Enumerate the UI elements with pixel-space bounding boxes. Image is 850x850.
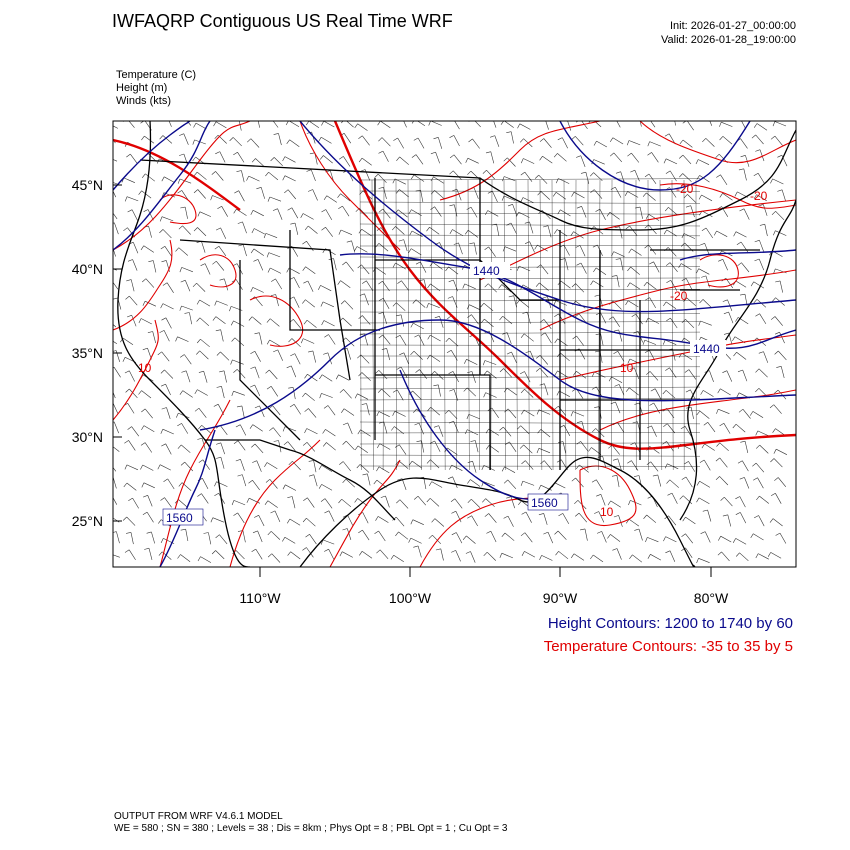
map-frame	[112, 120, 797, 568]
temperature-contour	[599, 389, 796, 431]
height-contour	[679, 249, 796, 261]
page-title: IWFAQRP Contiguous US Real Time WRF	[112, 11, 453, 31]
temperature-contour	[113, 239, 173, 331]
temperature-contour	[439, 121, 601, 201]
lat-label: 35°N	[72, 345, 103, 361]
temperature-label: 10	[600, 505, 614, 519]
temperature-contour	[329, 459, 401, 567]
height-label: 1440	[690, 340, 726, 356]
temperature-contour	[299, 121, 401, 251]
model-output-note: OUTPUT FROM WRF V4.6.1 MODEL	[114, 811, 283, 822]
coastline	[679, 199, 796, 521]
model-config-note: WE = 580 ; SN = 380 ; Levels = 38 ; Dis …	[114, 823, 508, 834]
freezing-line	[333, 121, 796, 450]
height-contour	[159, 429, 216, 567]
svg-text:10: 10	[138, 361, 152, 375]
lat-label: 25°N	[72, 513, 103, 529]
height-contour	[559, 121, 751, 191]
temperature-contour	[113, 121, 251, 251]
height-label: 1560	[162, 508, 204, 526]
svg-text:-20: -20	[670, 289, 688, 303]
state-line	[375, 259, 560, 301]
temperature-contour	[639, 121, 796, 164]
height-contour	[339, 253, 796, 349]
svg-text:1440: 1440	[473, 264, 500, 278]
svg-text:10: 10	[600, 505, 614, 519]
latitude-axis	[113, 184, 122, 522]
svg-text:10: 10	[620, 361, 634, 375]
freezing-line	[113, 138, 241, 211]
variable-temperature: Temperature (C)	[116, 69, 197, 81]
temperature-contour	[479, 199, 796, 281]
temperature-contour	[539, 269, 796, 331]
temperature-label: 10	[620, 361, 634, 375]
wind-barbs	[113, 121, 788, 564]
svg-text:1440: 1440	[693, 342, 720, 356]
height-contour	[113, 121, 211, 251]
state-line	[239, 260, 301, 441]
valid-time: Valid: 2026-01-28_19:00:00	[661, 34, 796, 46]
border-mexico	[205, 439, 396, 521]
height-contour	[113, 121, 191, 191]
temperature-label: -20	[676, 182, 694, 196]
state-line	[179, 239, 351, 381]
temperature-label: -20	[750, 189, 768, 203]
variable-height: Height (m)	[116, 82, 168, 94]
lat-label: 40°N	[72, 261, 103, 277]
coastline	[117, 121, 250, 567]
temperature-contour	[159, 194, 197, 225]
temperature-contour	[249, 295, 304, 347]
svg-text:1560: 1560	[531, 496, 558, 510]
height-label: 1440	[470, 262, 510, 278]
temperature-contour	[579, 465, 637, 527]
init-time: Init: 2026-01-27_00:00:00	[670, 20, 796, 32]
temperature-contour	[113, 319, 159, 421]
temperature-contour	[159, 399, 231, 567]
lon-label: 110°W	[239, 590, 281, 606]
temperature-contour-legend: Temperature Contours: -35 to 35 by 5	[543, 638, 793, 655]
height-contour-legend: Height Contours: 1200 to 1740 by 60	[547, 615, 793, 632]
longitude-axis	[259, 567, 712, 577]
border-canada	[139, 129, 796, 231]
lat-label: 45°N	[72, 177, 103, 193]
height-contours	[113, 121, 796, 567]
temperature-contour	[699, 254, 739, 288]
svg-text:-20: -20	[750, 189, 768, 203]
svg-text:1560: 1560	[166, 511, 193, 525]
height-contour	[399, 369, 561, 501]
lon-label: 100°W	[389, 590, 432, 606]
temperature-label: -20	[670, 289, 688, 303]
lat-label: 30°N	[72, 429, 103, 445]
state-line	[375, 374, 491, 470]
temperature-contour	[199, 254, 237, 288]
state-line	[289, 230, 380, 331]
svg-text:-20: -20	[676, 182, 694, 196]
variable-winds: Winds (kts)	[116, 95, 171, 107]
height-label: 1560	[527, 493, 569, 511]
lon-label: 90°W	[543, 590, 578, 606]
height-contour	[199, 319, 796, 431]
lon-label: 80°W	[694, 590, 729, 606]
temperature-label: 10	[138, 361, 152, 375]
